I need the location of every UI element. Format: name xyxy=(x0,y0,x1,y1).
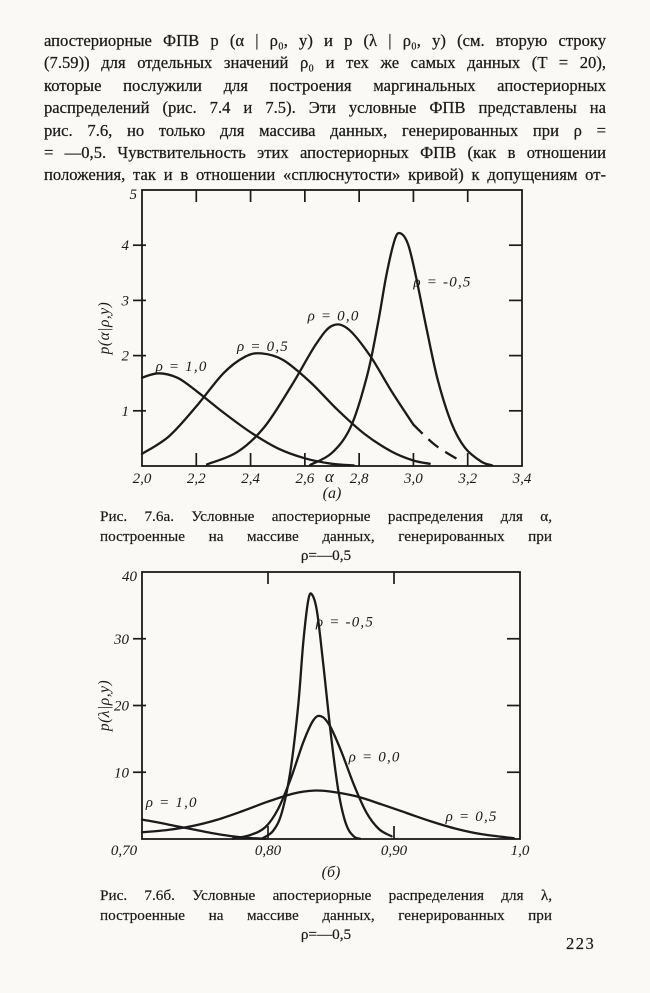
page-number: 223 xyxy=(566,934,596,953)
caption-b-line: построенные на массиве данных, генериров… xyxy=(100,906,552,924)
x-tick-label: 0,90 xyxy=(381,843,408,859)
series-label: ρ = 0,0 xyxy=(348,750,401,766)
series-curve xyxy=(231,714,393,840)
series-curve xyxy=(309,231,494,467)
y-tick-label: 2 xyxy=(122,349,130,365)
series-curve xyxy=(140,789,515,840)
y-axis-title: p(α|ρ,y) xyxy=(96,302,113,356)
y-tick-label: 1 xyxy=(122,404,130,420)
series-label: ρ = 0,0 xyxy=(307,308,360,324)
series-label: ρ = 1,0 xyxy=(155,359,208,375)
series-label: ρ = 0,5 xyxy=(445,809,498,825)
figure-a-chart: 2,0 2,2 2,4 2,6 2,8 3,0 3,2 3,4 1 2 3 4 5 α(а) p(α|ρ,y… xyxy=(96,187,532,502)
intro-paragraph-line: апостериорные ФПВ p (α | ρ₀, у) и p (λ |… xyxy=(44,31,606,50)
caption-a-line: ρ=—0,5 xyxy=(300,547,352,565)
intro-paragraph-line: которые послужили для построения маргина… xyxy=(44,75,606,95)
series-curve xyxy=(140,352,431,465)
y-tick-label: 3 xyxy=(121,293,130,309)
x-tick-label: 3,4 xyxy=(512,471,532,487)
figure-a-caption: Рис. 7.6а. Условные апостериорные распре… xyxy=(100,507,552,566)
x-tick-label: 1,0 xyxy=(511,843,530,859)
x-tick-label: 0,80 xyxy=(255,843,282,859)
intro-paragraph-line: = —0,5. Чувствительность этих апостериор… xyxy=(44,143,606,163)
caption-a-line: построенные на массиве данных, генериров… xyxy=(100,527,552,545)
series-label: ρ = -0,5 xyxy=(315,615,374,631)
plot-frame xyxy=(141,189,523,467)
x-tick-label: 0,70 xyxy=(111,843,138,859)
caption-b-line: Рис. 7.6б. Условные апостериорные распре… xyxy=(100,887,552,904)
y-tick-label: 30 xyxy=(113,632,130,648)
figure-b-caption: Рис. 7.6б. Условные апостериорные распре… xyxy=(100,886,552,945)
series-curve-dashed xyxy=(412,423,461,462)
x-tick-label: 2,2 xyxy=(187,471,206,487)
x-tick-label: 3,0 xyxy=(403,471,423,487)
y-axis-title: p(λ|ρ,y) xyxy=(96,680,113,732)
series-label: ρ = -0,5 xyxy=(412,275,471,291)
x-tick-label: 2,4 xyxy=(241,471,260,487)
x-tick-label: 3,2 xyxy=(457,471,477,487)
x-tick-label: 2,0 xyxy=(133,471,152,487)
x-axis-label: α xyxy=(325,467,335,486)
figure-sublabel: (а) xyxy=(323,485,342,502)
series-curve xyxy=(205,323,415,466)
series-curve xyxy=(260,592,362,840)
intro-paragraph-line: распределений (рис. 7.4 и 7.5). Эти усло… xyxy=(44,98,606,118)
intro-paragraph: апостериорные ФПВ p (α | ρ₀, у) и p (λ |… xyxy=(44,30,606,187)
figure-b-chart: 0,70 0,80 0,90 1,0 10 20 30 40 (б) p(λ|ρ,y) ρ = 1,… xyxy=(96,569,530,880)
x-tick-label: 2,8 xyxy=(350,471,369,487)
series-label: ρ = 1,0 xyxy=(145,795,198,811)
series-label: ρ = 0,5 xyxy=(236,339,289,355)
y-tick-label: 5 xyxy=(130,187,138,203)
series-curve xyxy=(140,818,267,840)
intro-paragraph-line: положения, так и в отношении «сплюснутос… xyxy=(44,165,606,185)
caption-b-line: ρ=—0,5 xyxy=(300,926,352,944)
y-tick-label: 40 xyxy=(122,569,138,585)
intro-paragraph-line: (7.59)) для отдельных значений ρ₀ и тех … xyxy=(44,53,606,73)
x-tick-label: 2,6 xyxy=(295,471,314,487)
plot-frame xyxy=(141,571,521,840)
caption-a-line: Рис. 7.6а. Условные апостериорные распре… xyxy=(100,508,552,525)
series-curve xyxy=(140,372,355,467)
y-tick-label: 20 xyxy=(114,699,130,715)
y-tick-label: 4 xyxy=(122,238,130,254)
figure-sublabel: (б) xyxy=(322,864,341,880)
y-tick-label: 10 xyxy=(114,765,130,781)
intro-paragraph-line: рис. 7.6, но только для массива данных, … xyxy=(44,120,606,140)
